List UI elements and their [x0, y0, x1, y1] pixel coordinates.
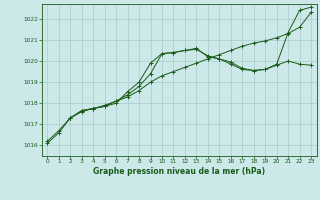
X-axis label: Graphe pression niveau de la mer (hPa): Graphe pression niveau de la mer (hPa) — [93, 167, 265, 176]
